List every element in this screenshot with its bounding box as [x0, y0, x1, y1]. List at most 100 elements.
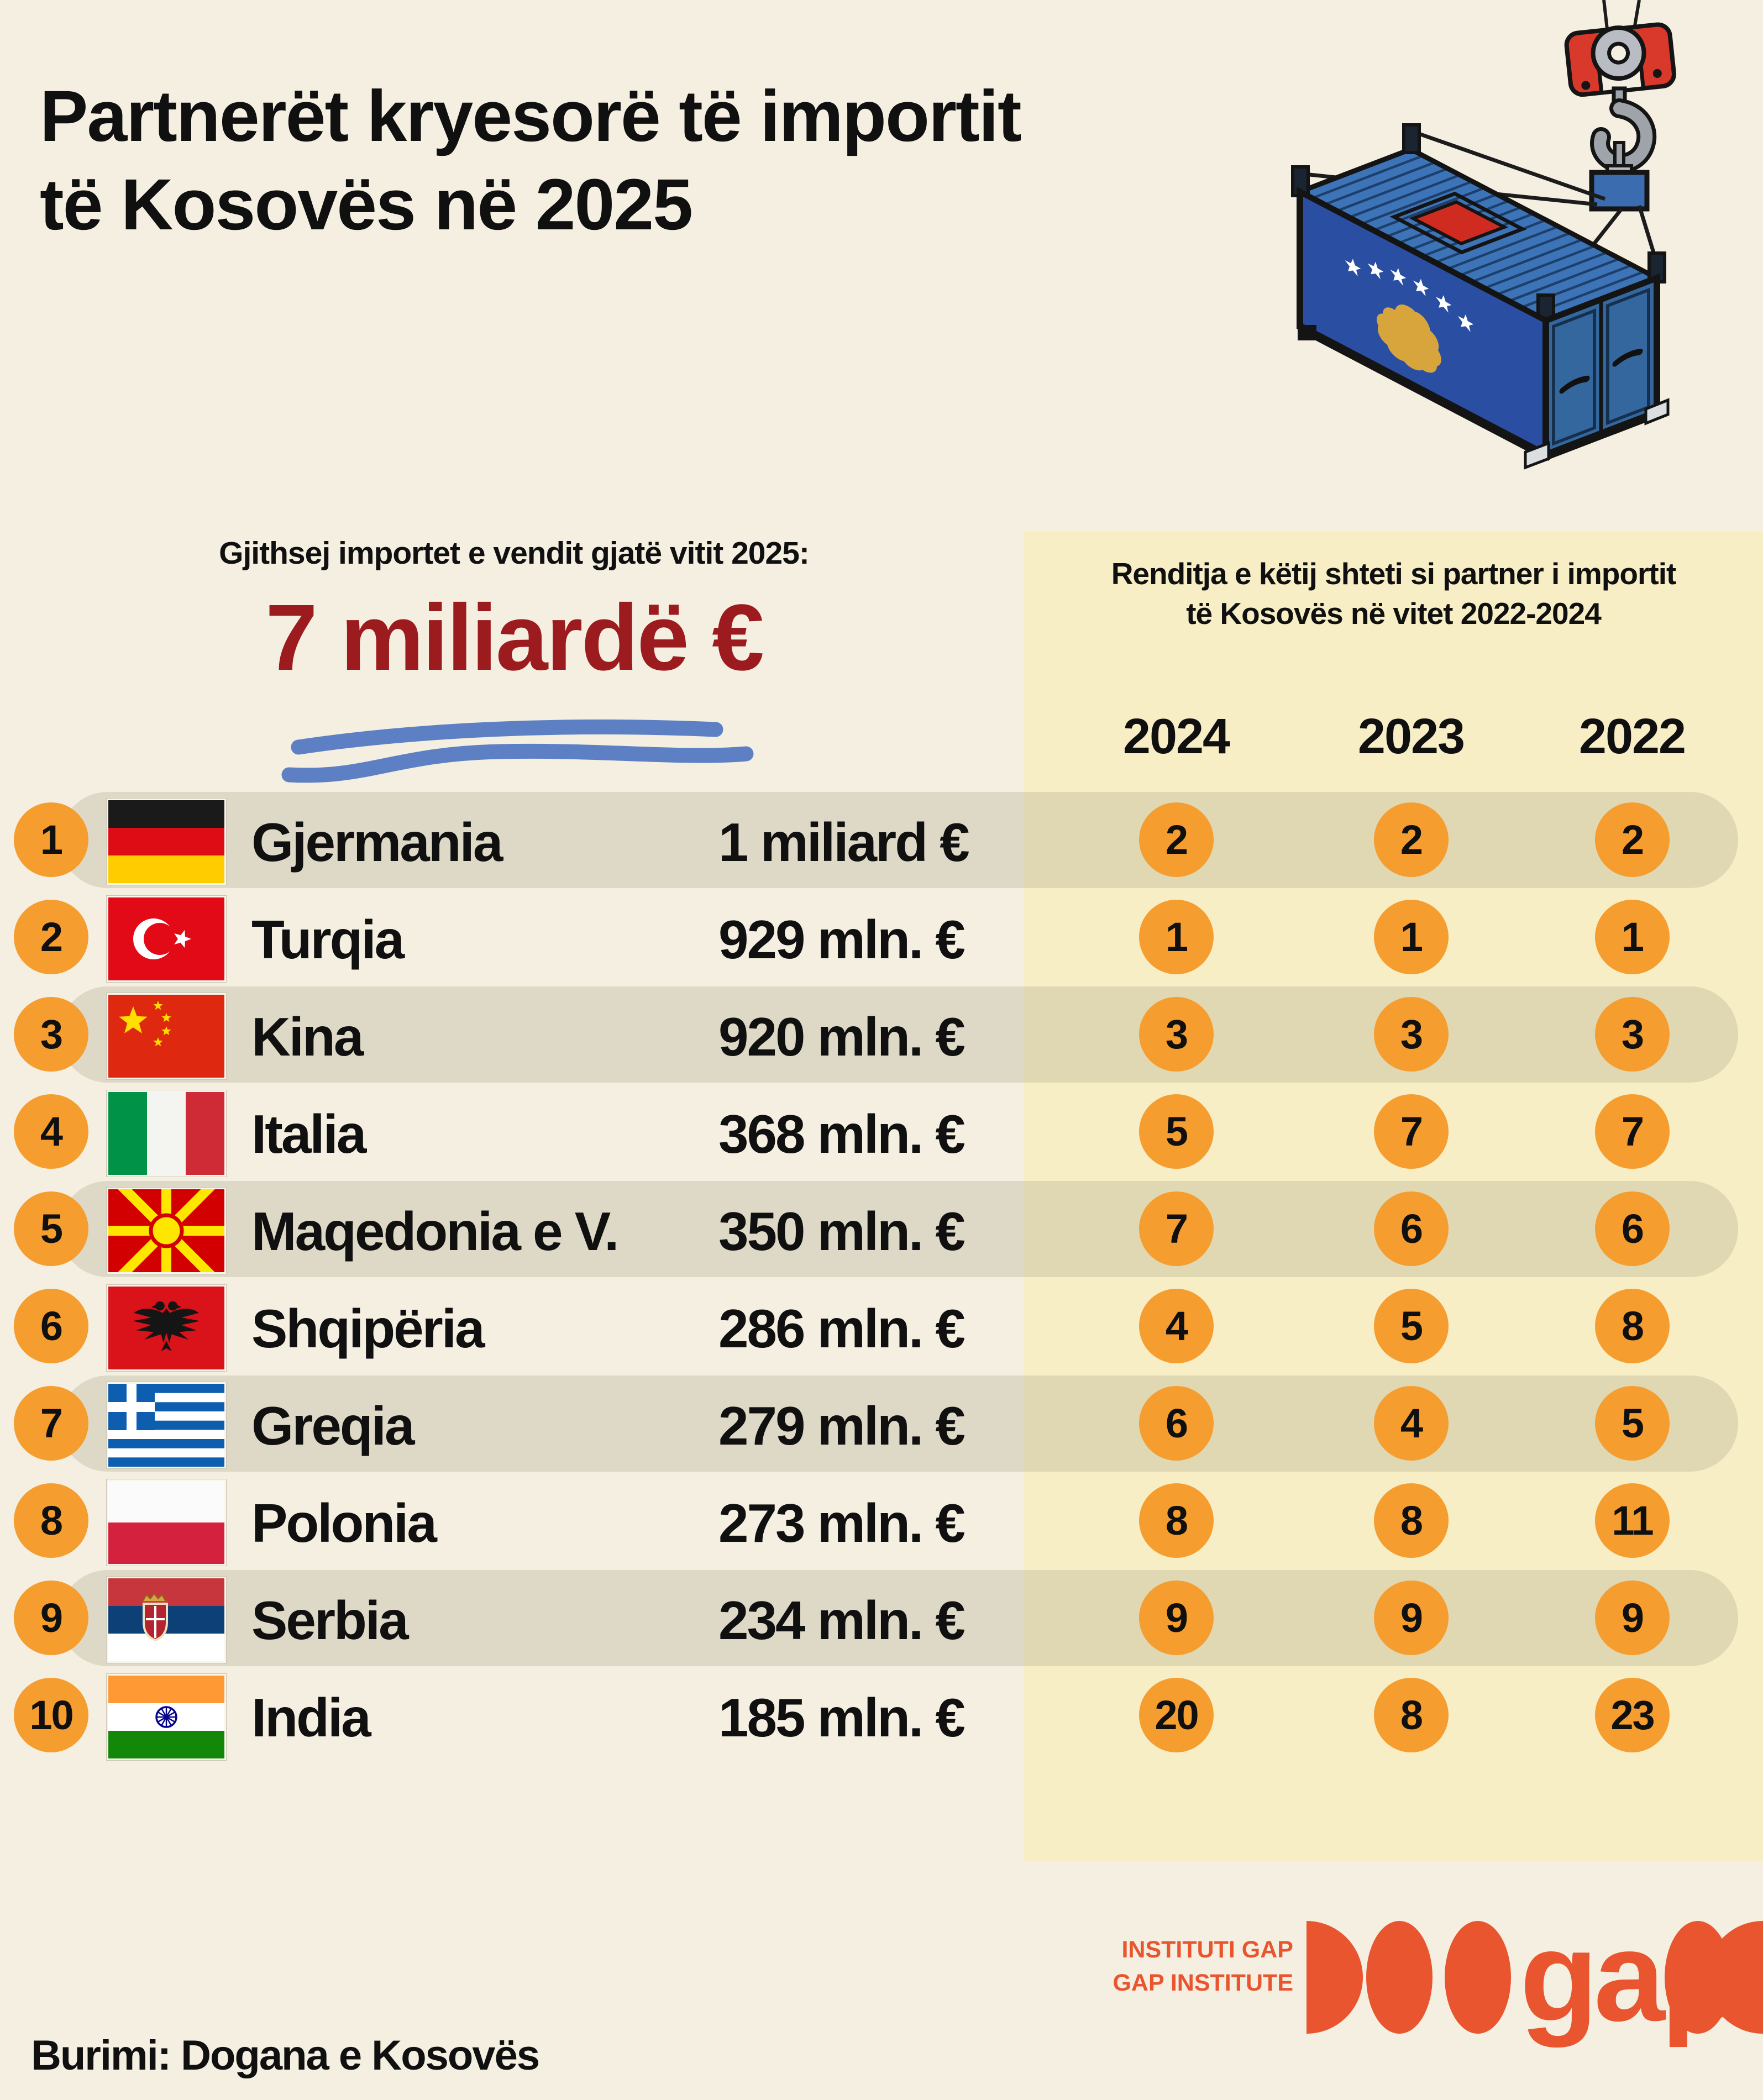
flag-india-icon: [106, 1673, 227, 1761]
country-row: 2 Turqia 929 mln. € 1 1 1: [0, 889, 1763, 986]
flag-china-icon: [106, 993, 227, 1080]
country-row: 9 Serbia 234 mln. € 9 9 9: [0, 1569, 1763, 1667]
country-name: Maqedonia e V.: [251, 1201, 619, 1262]
rank-2023-badge: 1: [1374, 900, 1449, 974]
country-row: 6 Shqipëria 286 mln. € 4 5 8: [0, 1278, 1763, 1375]
rank-2022-badge: 5: [1595, 1386, 1670, 1461]
page-title: Partnerët kryesorë të importit të Kosovë…: [40, 72, 1022, 249]
rank-2024-badge: 2: [1139, 802, 1214, 877]
underline-scribble-icon: [281, 719, 754, 783]
rank-2022-badge: 11: [1595, 1483, 1670, 1558]
rank-2022-badge: 9: [1595, 1581, 1670, 1655]
rank-badge: 4: [14, 1094, 88, 1169]
import-value: 273 mln. €: [718, 1493, 966, 1553]
country-name: India: [251, 1687, 371, 1748]
country-name: Polonia: [251, 1493, 437, 1553]
flag-albania-icon: [106, 1284, 227, 1372]
rank-2022-badge: 8: [1595, 1289, 1670, 1363]
country-row: 1 Gjermania 1 miliard € 2 2 2: [0, 791, 1763, 889]
country-row: 3 Kina 920 mln. € 3 3 3: [0, 986, 1763, 1083]
import-value: 279 mln. €: [718, 1395, 966, 1456]
rank-badge: 9: [14, 1581, 88, 1655]
gap-institute-label: INSTITUTI GAP GAP INSTITUTE: [1105, 1933, 1293, 1999]
total-imports-value: 7 miliardë €: [265, 585, 764, 690]
country-row: 5 Maqedonia e V. 350 mln. € 7 6 6: [0, 1180, 1763, 1278]
country-name: Kina: [251, 1006, 364, 1067]
country-row: 4 Italia 368 mln. € 5 7 7: [0, 1083, 1763, 1180]
flag-poland-icon: [106, 1479, 227, 1566]
rank-badge: 5: [14, 1191, 88, 1266]
ranking-heading-line1: Renditja e këtij shteti si partner i imp…: [1111, 556, 1677, 591]
source-text: Burimi: Dogana e Kosovës: [31, 2032, 540, 2079]
ranking-panel-heading: Renditja e këtij shteti si partner i imp…: [1024, 554, 1763, 633]
crane-pulley-icon: [1564, 22, 1676, 97]
import-value: 350 mln. €: [718, 1201, 966, 1262]
country-name: Shqipëria: [251, 1298, 485, 1359]
rank-2023-badge: 3: [1374, 997, 1449, 1072]
year-header-2023: 2023: [1357, 709, 1465, 764]
country-row: 10 India 185 mln. € 20 8 23: [0, 1667, 1763, 1764]
rank-badge: 3: [14, 997, 88, 1072]
flag-serbia-icon: [106, 1576, 227, 1663]
rank-2022-badge: 1: [1595, 900, 1670, 974]
import-value: 286 mln. €: [718, 1298, 966, 1359]
rank-2023-badge: 9: [1374, 1581, 1449, 1655]
container-crane-icon: [1291, 0, 1676, 470]
rank-2024-badge: 6: [1139, 1386, 1214, 1461]
rank-badge: 8: [14, 1483, 88, 1558]
rank-badge: 1: [14, 802, 88, 877]
rank-2023-badge: 4: [1374, 1386, 1449, 1461]
import-value: 920 mln. €: [718, 1006, 966, 1067]
rank-badge: 2: [14, 900, 88, 974]
year-header-2024: 2024: [1122, 709, 1230, 764]
rank-2024-badge: 1: [1139, 900, 1214, 974]
rank-2022-badge: 6: [1595, 1191, 1670, 1266]
total-imports-block: Gjithsej importet e vendit gjatë vitit 2…: [72, 535, 956, 692]
rank-2022-badge: 2: [1595, 802, 1670, 877]
rank-2023-badge: 7: [1374, 1094, 1449, 1169]
rank-2023-badge: 6: [1374, 1191, 1449, 1266]
country-name: Gjermania: [251, 812, 503, 873]
import-value: 185 mln. €: [718, 1687, 966, 1748]
page-title-line1: Partnerët kryesorë të importit: [40, 75, 1022, 156]
rank-2024-badge: 20: [1139, 1678, 1214, 1752]
rank-badge: 6: [14, 1289, 88, 1363]
country-rows: 1 Gjermania 1 miliard € 2 2 2 2 Turqia 9…: [0, 791, 1763, 1764]
flag-greece-icon: [106, 1382, 227, 1469]
rank-2024-badge: 7: [1139, 1191, 1214, 1266]
rank-2024-badge: 3: [1139, 997, 1214, 1072]
flag-germany-icon: [106, 798, 227, 885]
flag-north-macedonia-icon: [106, 1187, 227, 1274]
country-name: Turqia: [251, 909, 405, 970]
year-header-2022: 2022: [1578, 709, 1686, 764]
rank-2022-badge: 23: [1595, 1678, 1670, 1752]
country-name: Italia: [251, 1104, 366, 1164]
country-name: Greqia: [251, 1395, 414, 1456]
gap-institute-label-line2: GAP INSTITUTE: [1113, 1970, 1293, 1997]
rank-2024-badge: 8: [1139, 1483, 1214, 1558]
rank-2024-badge: 5: [1139, 1094, 1214, 1169]
import-value: 1 miliard €: [718, 812, 970, 873]
page-title-line2: të Kosovës në 2025: [40, 163, 693, 245]
rank-badge: 7: [14, 1386, 88, 1461]
rank-2023-badge: 8: [1374, 1483, 1449, 1558]
rank-2023-badge: 8: [1374, 1678, 1449, 1752]
country-row: 8 Polonia 273 mln. € 8 8 11: [0, 1472, 1763, 1569]
rank-2022-badge: 7: [1595, 1094, 1670, 1169]
country-row: 7 Greqia 279 mln. € 6 4 5: [0, 1375, 1763, 1472]
rank-badge: 10: [14, 1678, 88, 1752]
gap-institute-label-line1: INSTITUTI GAP: [1121, 1936, 1293, 1963]
country-name: Serbia: [251, 1590, 409, 1651]
rank-2024-badge: 9: [1139, 1581, 1214, 1655]
total-imports-heading: Gjithsej importet e vendit gjatë vitit 2…: [219, 536, 810, 571]
flag-turkey-icon: [106, 895, 227, 983]
rank-2024-badge: 4: [1139, 1289, 1214, 1363]
ranking-heading-line2: të Kosovës në vitet 2022-2024: [1186, 596, 1602, 631]
import-value: 929 mln. €: [718, 909, 966, 970]
rank-2022-badge: 3: [1595, 997, 1670, 1072]
import-value: 234 mln. €: [718, 1590, 966, 1651]
rank-2023-badge: 2: [1374, 802, 1449, 877]
rank-2023-badge: 5: [1374, 1289, 1449, 1363]
flag-italy-icon: [106, 1090, 227, 1177]
